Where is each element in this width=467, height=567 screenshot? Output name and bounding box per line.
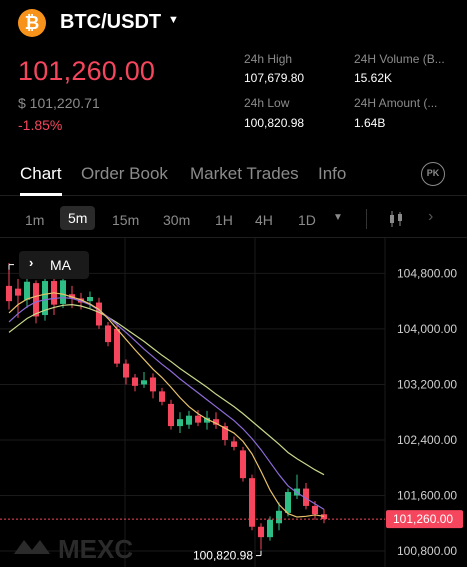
tab-chart[interactable]: Chart bbox=[20, 164, 62, 183]
candle-body bbox=[312, 505, 318, 515]
candle-body bbox=[87, 296, 93, 302]
candle-body bbox=[159, 391, 165, 402]
candle-body bbox=[42, 281, 48, 316]
divider bbox=[366, 209, 367, 229]
last-price: 101,260.00 bbox=[18, 56, 156, 86]
candle-body bbox=[141, 380, 147, 385]
last-price-tag-label: 101,260.00 bbox=[393, 512, 453, 526]
candle-body bbox=[195, 415, 201, 423]
candle-body bbox=[168, 403, 174, 427]
candle-body bbox=[78, 298, 84, 303]
ma-mid-line bbox=[8, 297, 325, 510]
tab-info[interactable]: Info bbox=[318, 164, 347, 183]
stat-24h-low-label: 24h Low bbox=[244, 96, 290, 110]
caret-down-icon[interactable]: ▼ bbox=[168, 14, 179, 26]
interval-1h[interactable]: 1H bbox=[215, 212, 233, 228]
candle-body bbox=[132, 377, 138, 386]
stat-24h-amount-label: 24H Amount (... bbox=[354, 96, 438, 110]
active-tab-indicator bbox=[20, 193, 62, 196]
ma-long-line bbox=[8, 304, 325, 476]
price-change-percent: -1.85% bbox=[18, 117, 63, 133]
last-price-tag bbox=[386, 510, 463, 529]
candle-body bbox=[267, 519, 273, 538]
stat-24h-high-value: 107,679.80 bbox=[244, 71, 305, 85]
y-axis-tick-label: 104,800.00 bbox=[397, 266, 457, 280]
candlestick-icon[interactable] bbox=[388, 209, 404, 229]
indicator-toggle[interactable]: › MA bbox=[19, 251, 89, 279]
indicator-label: MA bbox=[50, 257, 71, 273]
interval-15m[interactable]: 15m bbox=[112, 212, 140, 228]
stat-24h-volume-label: 24H Volume (B... bbox=[354, 52, 445, 66]
candle-body bbox=[123, 363, 129, 378]
interval-1m[interactable]: 1m bbox=[25, 212, 45, 228]
candle-body bbox=[231, 441, 237, 447]
interval-4h[interactable]: 4H bbox=[255, 212, 273, 228]
candle-body bbox=[258, 526, 264, 538]
candle-body bbox=[6, 285, 12, 302]
y-axis-tick-label: 102,400.00 bbox=[397, 433, 457, 447]
candlestick-chart[interactable]: 104,800.00 104,000.00 103,200.00 102,400.00… bbox=[0, 238, 467, 567]
candle-body bbox=[33, 283, 39, 317]
candle-body bbox=[114, 328, 120, 364]
ma-short-line bbox=[8, 292, 325, 518]
candle-body bbox=[204, 417, 210, 423]
candle-body bbox=[222, 426, 228, 440]
interval-1d[interactable]: 1D bbox=[298, 212, 316, 228]
y-axis-tick-label: 100,800.00 bbox=[397, 544, 457, 558]
candle-body bbox=[321, 514, 327, 520]
interval-dropdown-icon[interactable]: ▼ bbox=[333, 212, 343, 223]
interval-bar: 1m 5m 15m 30m 1H 4H 1D ▼ › bbox=[0, 200, 467, 238]
y-axis-tick-label: 101,600.00 bbox=[397, 489, 457, 503]
candle-body bbox=[276, 510, 282, 524]
candle-body bbox=[186, 415, 192, 425]
chevron-right-icon[interactable]: › bbox=[428, 208, 434, 225]
candle-body bbox=[177, 419, 183, 427]
stat-24h-high-label: 24h High bbox=[244, 52, 293, 66]
interval-30m[interactable]: 30m bbox=[163, 212, 191, 228]
candle-body bbox=[285, 492, 291, 513]
pair-header[interactable]: ₿ BTC/USDT ▼ bbox=[0, 0, 467, 48]
interval-5m[interactable]: 5m bbox=[60, 206, 96, 230]
candle-body bbox=[60, 280, 66, 304]
candle-body bbox=[240, 450, 246, 479]
min-price-label: 100,820.98 bbox=[193, 549, 253, 563]
y-axis-tick-label: 103,200.00 bbox=[397, 377, 457, 391]
candle-body bbox=[15, 288, 21, 296]
chevron-right-icon: › bbox=[29, 255, 34, 270]
stat-24h-low-value: 100,820.98 bbox=[244, 116, 305, 130]
watermark-text: MEXC bbox=[58, 534, 133, 564]
tab-market-trades[interactable]: Market Trades bbox=[190, 164, 299, 183]
mexc-watermark: MEXC bbox=[14, 534, 133, 564]
candle-body bbox=[303, 488, 309, 506]
stat-24h-amount-value: 1.64B bbox=[354, 116, 386, 130]
candle-body bbox=[105, 325, 111, 343]
tab-order-book[interactable]: Order Book bbox=[81, 164, 168, 183]
usd-price: $ 101,220.71 bbox=[18, 95, 100, 111]
pair-title[interactable]: BTC/USDT bbox=[60, 11, 162, 33]
candle-body bbox=[249, 478, 255, 527]
candle-body bbox=[150, 377, 156, 392]
candle-body bbox=[69, 294, 75, 299]
candle-body bbox=[96, 302, 102, 326]
stat-24h-volume-value: 15.62K bbox=[354, 71, 393, 85]
candle-body bbox=[213, 419, 219, 425]
candle-body bbox=[24, 281, 30, 300]
pk-icon[interactable]: PK bbox=[421, 162, 445, 186]
y-axis-tick-label: 104,000.00 bbox=[397, 322, 457, 336]
bitcoin-icon: ₿ bbox=[18, 9, 46, 37]
section-tabs: Chart Order Book Market Trades Info bbox=[0, 150, 467, 196]
